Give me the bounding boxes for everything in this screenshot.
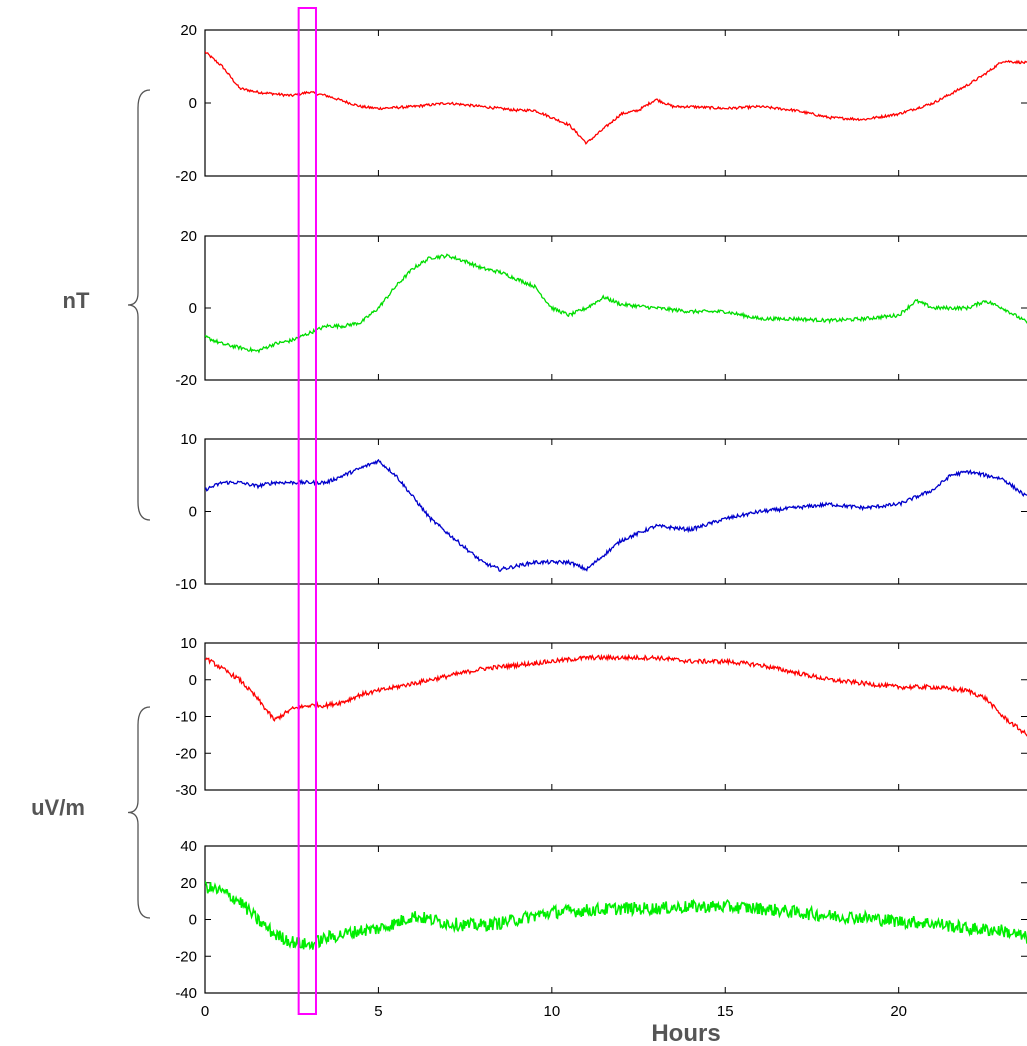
x-tick-label: 0 [201,1003,209,1020]
y-tick-label: -10 [175,576,197,593]
series-line-1 [205,51,1027,145]
panel-frame [204,235,1027,381]
x-axis-title: Hours [651,1020,720,1046]
panel-frame [204,642,1027,791]
panel-2: -20 0 20 [175,228,1027,389]
y-tick-label: -30 [175,782,197,799]
series-line-2 [205,253,1027,354]
y-tick-label: -20 [175,948,197,965]
y-tick-label: -20 [175,745,197,762]
y-tick-label: 40 [180,838,197,855]
y-tick-label: 20 [180,875,197,892]
x-tick-label: 5 [374,1003,382,1020]
x-tick-label: 15 [717,1003,734,1020]
group-brace [127,89,151,521]
panel-frame [204,845,1027,994]
series-line-5 [205,880,1027,951]
y-tick-label: -40 [175,985,197,1002]
y-tick-label: 10 [180,431,197,448]
y-tick-label: -10 [175,709,197,726]
panel-4: -30 -20 -10 0 10 [175,635,1027,799]
y-tick-label: 0 [189,300,197,317]
panel-frame [204,29,1027,177]
y-tick-label: -20 [175,372,197,389]
y-tick-label: 0 [189,912,197,929]
y-tick-label: -20 [175,168,197,185]
series-line-3 [205,458,1027,573]
panel-1: -20 0 20 [175,22,1027,185]
panel-3: -10 0 10 [175,431,1027,593]
unit-label: uV/m [31,795,85,820]
y-tick-label: 0 [189,504,197,521]
unit-label: nT [63,288,90,313]
x-tick-label: 20 [890,1003,907,1020]
series-line-4 [205,653,1027,737]
highlight-window [297,7,317,1015]
x-tick-label: 10 [543,1003,560,1020]
y-tick-label: 20 [180,228,197,245]
group-brace [127,706,151,919]
y-tick-label: 0 [189,672,197,689]
panel-5: -40 -20 0 20 40 [175,838,1027,1002]
panel-frame [204,438,1027,585]
y-tick-label: 0 [189,95,197,112]
y-tick-label: 20 [180,22,197,39]
y-tick-label: 10 [180,635,197,652]
